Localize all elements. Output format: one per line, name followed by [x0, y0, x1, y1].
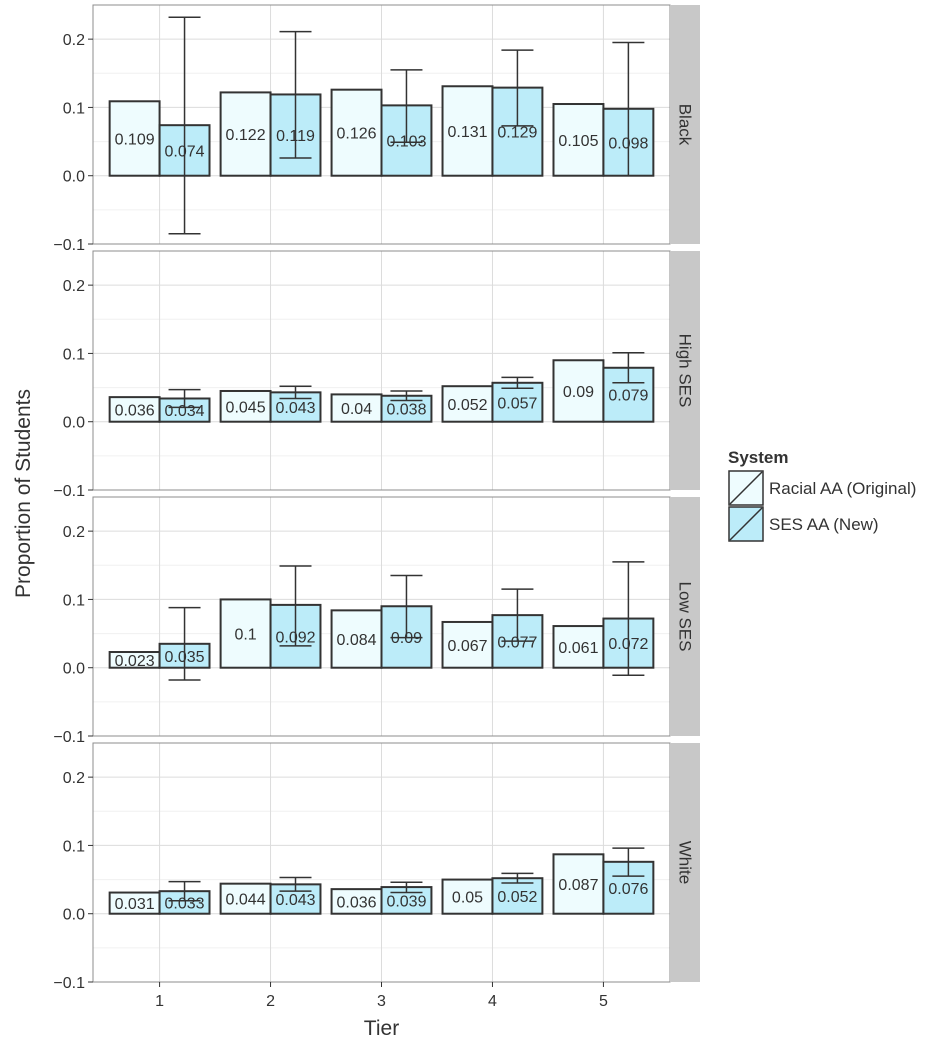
x-tick-label: 5: [599, 993, 608, 1010]
bar: [552, 853, 605, 915]
y-tick-label: 0.0: [63, 169, 85, 186]
bar: [108, 100, 161, 177]
data-label: 0.052: [497, 889, 537, 906]
y-tick-label: 0.2: [63, 524, 85, 541]
bar: [330, 88, 383, 177]
data-label: 0.052: [447, 397, 487, 414]
x-axis-title: Tier: [364, 1017, 399, 1040]
facet-strip: [670, 251, 700, 490]
y-tick-label: −0.1: [53, 483, 85, 500]
facet-strip: [670, 497, 700, 736]
data-label: 0.034: [165, 403, 205, 420]
bar: [441, 385, 494, 423]
data-label: 0.079: [608, 388, 648, 405]
panel-black: 0.109 0.122 0.126 0.131 0.105 0.074 0.119 0.103…: [53, 4, 700, 254]
x-tick-label: 4: [488, 993, 497, 1010]
y-tick-label: 0.2: [63, 770, 85, 787]
bar: [441, 85, 494, 177]
bar: [219, 882, 272, 915]
data-label: 0.044: [226, 892, 266, 909]
bar: [552, 625, 605, 669]
bar: [441, 620, 494, 669]
legend: System Racial AA (Original) SES AA (New): [728, 448, 916, 542]
data-label: 0.039: [386, 893, 426, 910]
bar: [330, 609, 383, 669]
data-label: 0.119: [276, 128, 315, 145]
legend-key-slash: [729, 471, 763, 505]
data-label: 0.09: [563, 384, 594, 401]
data-label: 0.033: [165, 895, 205, 912]
y-tick-label: 0.1: [63, 592, 85, 609]
y-axis-title: Proportion of Students: [12, 389, 35, 598]
data-label: 0.04: [341, 401, 372, 418]
data-label: 0.067: [447, 638, 487, 655]
data-label: 0.031: [115, 896, 155, 913]
data-label: 0.038: [386, 402, 426, 419]
data-label: 0.076: [608, 881, 648, 898]
y-tick-label: −0.1: [53, 729, 85, 746]
data-label: 0.129: [497, 125, 537, 142]
bar: [552, 359, 605, 423]
bar: [491, 877, 544, 915]
legend-label: SES AA (New): [769, 515, 879, 534]
data-label: 0.05: [452, 890, 483, 907]
facet-strip-label: Black: [676, 104, 695, 146]
data-label: 0.131: [447, 124, 487, 141]
y-tick-label: 0.2: [63, 32, 85, 49]
y-tick-label: −0.1: [53, 975, 85, 992]
data-label: 0.043: [275, 892, 315, 909]
data-label: 0.036: [115, 402, 155, 419]
panel-white: 0.031 0.044 0.036 0.05 0.087 0.033 0.043 0.039 0…: [53, 742, 700, 992]
data-label: 0.036: [337, 894, 377, 911]
panel-low-ses: 0.023 0.1 0.084 0.067 0.061 0.035 0.092 0.09 0.0…: [53, 496, 700, 746]
data-label: 0.074: [165, 143, 205, 160]
y-tick-label: 0.0: [63, 661, 85, 678]
facet-strip-label: White: [676, 841, 695, 884]
facet-strip: [670, 743, 700, 982]
y-tick-label: 0.0: [63, 415, 85, 432]
bar: [602, 366, 655, 423]
data-label: 0.043: [275, 400, 315, 417]
y-tick-label: 0.1: [63, 346, 85, 363]
bar: [219, 598, 272, 669]
bar: [441, 878, 494, 915]
y-tick-label: −0.1: [53, 237, 85, 254]
data-label: 0.084: [337, 632, 377, 649]
bar: [330, 888, 383, 915]
legend-title: System: [728, 448, 788, 467]
data-label: 0.103: [386, 134, 426, 151]
x-tick-label: 2: [266, 993, 275, 1010]
x-tick-label: 1: [155, 993, 164, 1010]
x-tick-label: 3: [377, 993, 386, 1010]
data-label: 0.057: [497, 395, 537, 412]
y-tick-label: 0.1: [63, 100, 85, 117]
y-tick-label: 0.2: [63, 278, 85, 295]
data-label: 0.122: [226, 127, 266, 144]
facet-strip-label: Low SES: [676, 582, 695, 652]
data-label: 0.098: [608, 135, 648, 152]
data-label: 0.035: [165, 649, 205, 666]
legend-label: Racial AA (Original): [769, 479, 916, 498]
panel-high-ses: 0.036 0.045 0.04 0.052 0.09 0.034 0.043 0.038 0.…: [53, 250, 700, 500]
legend-key-slash: [729, 507, 763, 541]
data-label: 0.092: [275, 629, 315, 646]
data-label: 0.09: [391, 630, 422, 647]
data-label: 0.072: [608, 636, 648, 653]
facet-strip-label: High SES: [676, 334, 695, 408]
y-tick-label: 0.0: [63, 907, 85, 924]
bar: [552, 103, 605, 177]
facet-strip: [670, 5, 700, 244]
data-label: 0.126: [337, 126, 377, 143]
data-label: 0.087: [558, 877, 598, 894]
y-tick-label: 0.1: [63, 838, 85, 855]
data-label: 0.109: [115, 131, 155, 148]
data-label: 0.045: [226, 399, 266, 416]
data-label: 0.061: [558, 640, 598, 657]
data-label: 0.023: [115, 653, 155, 670]
data-label: 0.105: [558, 133, 598, 150]
data-label: 0.1: [234, 627, 256, 644]
data-label: 0.077: [497, 634, 537, 651]
